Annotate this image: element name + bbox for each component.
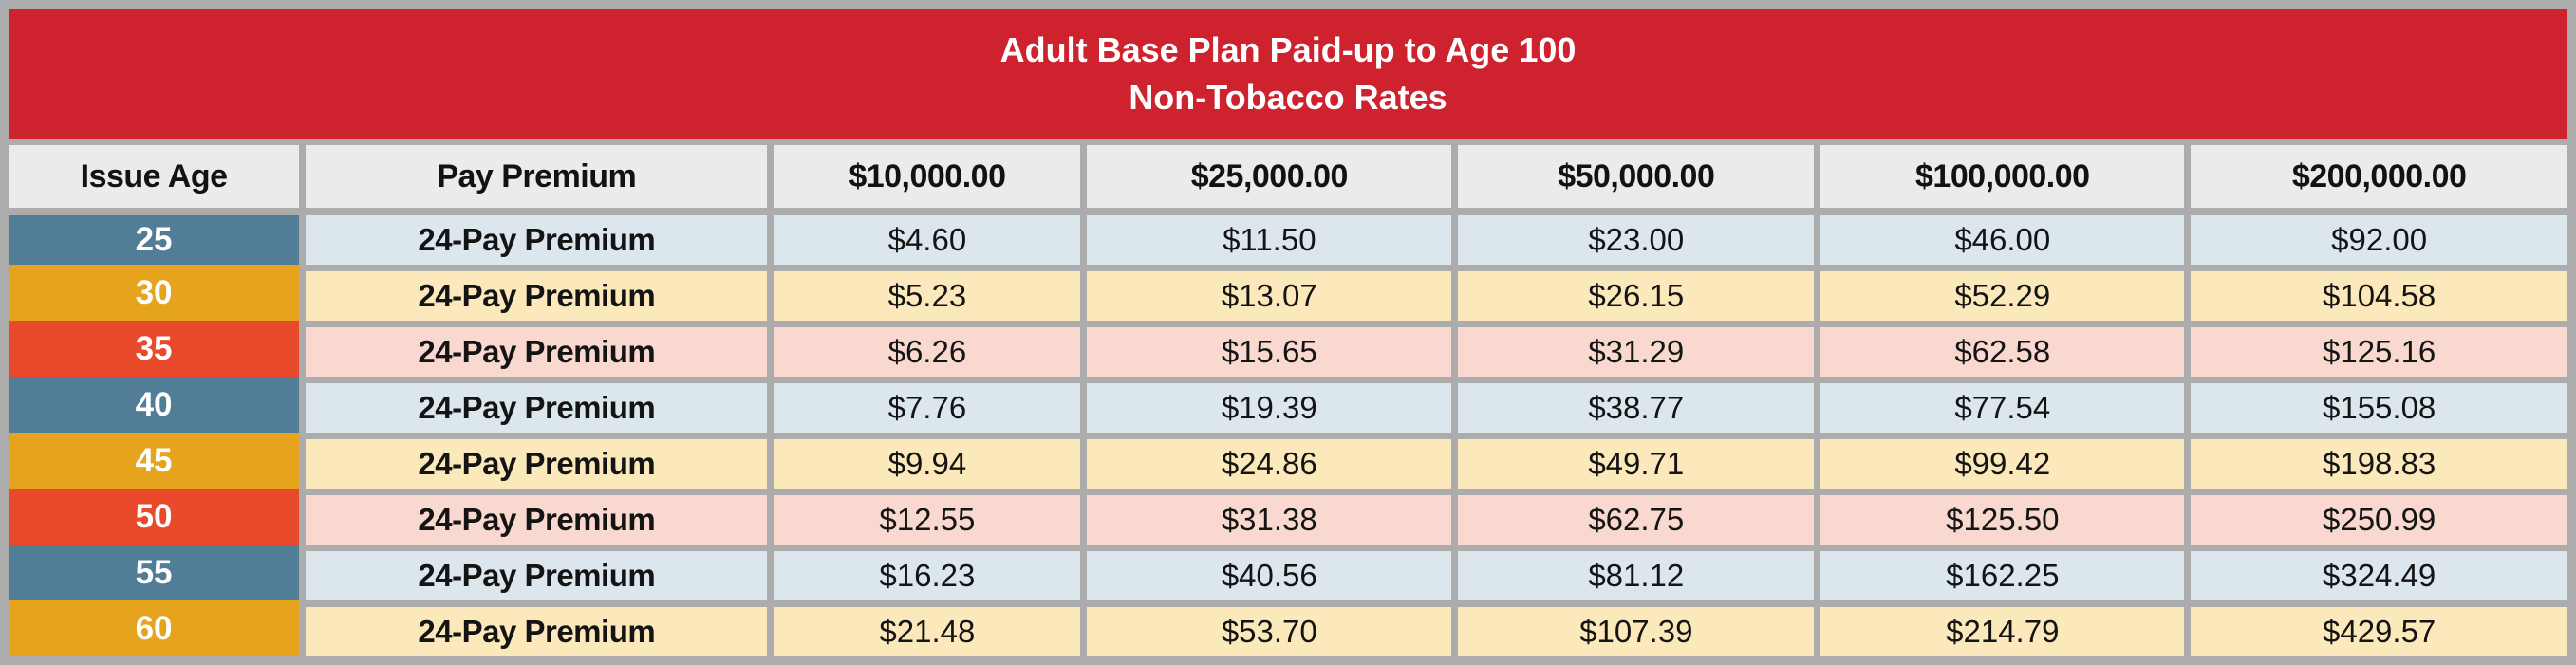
rate-cell: $198.83	[2191, 439, 2567, 489]
rate-cell: $250.99	[2191, 495, 2567, 545]
rate-cell: $62.75	[1458, 495, 1815, 545]
rate-cell: $162.25	[1820, 551, 2185, 600]
rate-cell: $13.07	[1087, 271, 1452, 321]
pay-premium-cell: 24-Pay Premium	[306, 551, 768, 600]
header-cell-0: Issue Age	[9, 145, 300, 208]
table-row: 30 24-Pay Premium $5.23 $13.07 $26.15 $52.29 $…	[9, 265, 2567, 321]
table-row: 55 24-Pay Premium $16.23 $40.56 $81.12 $162.2…	[9, 545, 2567, 600]
rate-cell: $9.94	[774, 439, 1081, 489]
rate-cell: $19.39	[1087, 383, 1452, 433]
rate-cell: $92.00	[2191, 215, 2567, 265]
table-body: 25 24-Pay Premium $4.60 $11.50 $23.00 $46.00 $…	[9, 215, 2567, 656]
table-row: 50 24-Pay Premium $12.55 $31.38 $62.75 $125.5…	[9, 489, 2567, 545]
rate-cell: $24.86	[1087, 439, 1452, 489]
table-title-line2: Non-Tobacco Rates	[1129, 78, 1447, 117]
header-cell-1: Pay Premium	[306, 145, 768, 208]
rate-cell: $7.76	[774, 383, 1081, 433]
pay-premium-cell: 24-Pay Premium	[306, 271, 768, 321]
pay-premium-cell: 24-Pay Premium	[306, 607, 768, 656]
rate-cell: $214.79	[1820, 607, 2185, 656]
rate-cell: $21.48	[774, 607, 1081, 656]
header-cell-5: $100,000.00	[1820, 145, 2185, 208]
header-cell-6: $200,000.00	[2191, 145, 2567, 208]
rate-cell: $104.58	[2191, 271, 2567, 321]
rate-cell: $6.26	[774, 327, 1081, 377]
table-row: 35 24-Pay Premium $6.26 $15.65 $31.29 $62.58 $…	[9, 321, 2567, 377]
rate-cell: $23.00	[1458, 215, 1815, 265]
pay-premium-cell: 24-Pay Premium	[306, 327, 768, 377]
issue-age-cell: 40	[9, 377, 300, 433]
rate-cell: $324.49	[2191, 551, 2567, 600]
rate-cell: $12.55	[774, 495, 1081, 545]
header-cell-4: $50,000.00	[1458, 145, 1815, 208]
table-title-line1: Adult Base Plan Paid-up to Age 100	[999, 30, 1577, 70]
rate-cell: $4.60	[774, 215, 1081, 265]
issue-age-cell: 55	[9, 545, 300, 600]
rate-cell: $31.29	[1458, 327, 1815, 377]
rate-cell: $5.23	[774, 271, 1081, 321]
rate-cell: $11.50	[1087, 215, 1452, 265]
rate-cell: $62.58	[1820, 327, 2185, 377]
issue-age-cell: 45	[9, 433, 300, 489]
rate-cell: $155.08	[2191, 383, 2567, 433]
rate-cell: $125.16	[2191, 327, 2567, 377]
rate-cell: $40.56	[1087, 551, 1452, 600]
header-cell-3: $25,000.00	[1087, 145, 1452, 208]
rate-cell: $16.23	[774, 551, 1081, 600]
table-row: 60 24-Pay Premium $21.48 $53.70 $107.39 $214.…	[9, 600, 2567, 656]
rate-cell: $53.70	[1087, 607, 1452, 656]
table-header-row: Issue Age Pay Premium $10,000.00 $25,000.00…	[9, 145, 2567, 208]
rate-cell: $77.54	[1820, 383, 2185, 433]
pay-premium-cell: 24-Pay Premium	[306, 215, 768, 265]
issue-age-cell: 60	[9, 600, 300, 656]
header-cell-2: $10,000.00	[774, 145, 1081, 208]
issue-age-cell: 50	[9, 489, 300, 545]
rate-cell: $49.71	[1458, 439, 1815, 489]
issue-age-cell: 30	[9, 265, 300, 321]
rate-cell: $46.00	[1820, 215, 2185, 265]
rate-cell: $15.65	[1087, 327, 1452, 377]
table-title-banner: Adult Base Plan Paid-up to Age 100 Non-T…	[9, 9, 2567, 139]
rate-cell: $125.50	[1820, 495, 2185, 545]
rate-cell: $38.77	[1458, 383, 1815, 433]
table-row: 25 24-Pay Premium $4.60 $11.50 $23.00 $46.00 $…	[9, 215, 2567, 265]
table-row: 40 24-Pay Premium $7.76 $19.39 $38.77 $77.54 $…	[9, 377, 2567, 433]
rate-cell: $429.57	[2191, 607, 2567, 656]
table-row: 45 24-Pay Premium $9.94 $24.86 $49.71 $99.42 $…	[9, 433, 2567, 489]
rate-cell: $31.38	[1087, 495, 1452, 545]
issue-age-cell: 35	[9, 321, 300, 377]
rate-cell: $81.12	[1458, 551, 1815, 600]
issue-age-cell: 25	[9, 215, 300, 265]
pay-premium-cell: 24-Pay Premium	[306, 383, 768, 433]
rate-cell: $52.29	[1820, 271, 2185, 321]
pay-premium-cell: 24-Pay Premium	[306, 495, 768, 545]
pay-premium-cell: 24-Pay Premium	[306, 439, 768, 489]
rate-cell: $107.39	[1458, 607, 1815, 656]
rate-cell: $99.42	[1820, 439, 2185, 489]
rate-cell: $26.15	[1458, 271, 1815, 321]
